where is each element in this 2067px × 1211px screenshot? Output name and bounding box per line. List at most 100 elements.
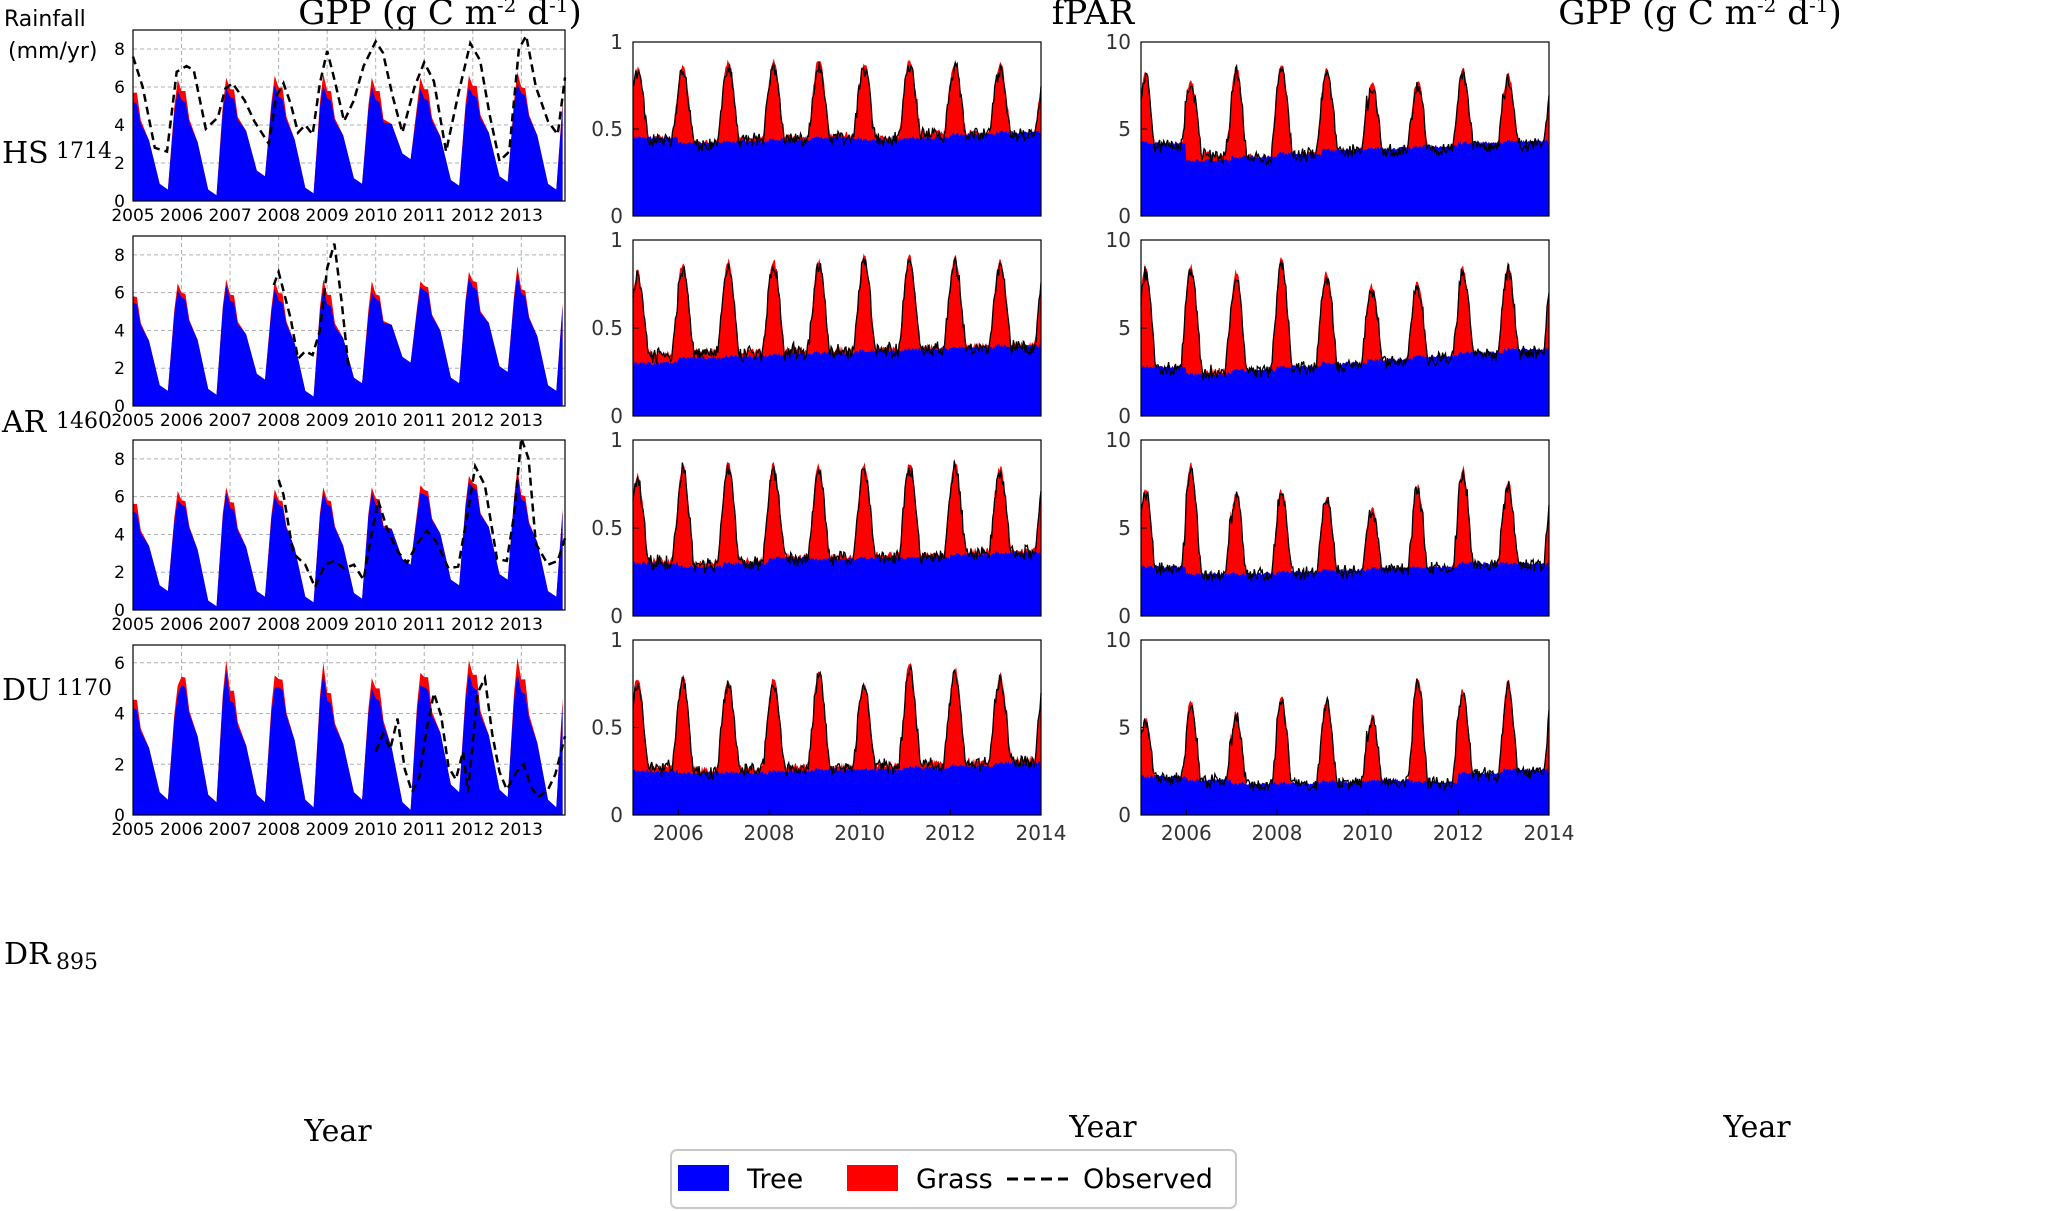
y-tick-label: 10	[1106, 628, 1131, 652]
site-rainfall-hs: 1714	[56, 139, 112, 164]
x-tick-label: 2005	[111, 615, 154, 635]
tree-area	[1141, 139, 1549, 216]
x-tick-label: 2009	[306, 206, 349, 226]
y-tick-label: 1	[610, 428, 623, 452]
x-tick-label: 2010	[354, 206, 397, 226]
x-axis-label-col1: Year	[303, 1114, 372, 1149]
x-tick-label: 2006	[653, 821, 704, 845]
title-part-c: )	[1828, 0, 1841, 33]
plot-frame	[132, 439, 566, 611]
x-tick-label: 2012	[1433, 821, 1484, 845]
y-tick-label: 2	[114, 563, 125, 583]
title-part-b: d	[516, 0, 549, 33]
x-tick-label: 2010	[1342, 821, 1393, 845]
x-tick-label: 2010	[354, 615, 397, 635]
legend-label-grass: Grass	[916, 1164, 993, 1195]
y-tick-label: 8	[114, 450, 125, 470]
tree-area	[633, 760, 1041, 815]
panel-col1-ar: 0 2 4 6 8 2005 2006 2007 2008 2009 2010 2011 2012 201…	[111, 235, 566, 431]
x-tick-label: 2008	[257, 206, 300, 226]
x-axis-label-col3: Year	[1722, 1110, 1791, 1145]
y-tick-label: 0.5	[591, 117, 623, 141]
x-tick-label: 2011	[403, 206, 446, 226]
observed-line	[632, 664, 1042, 782]
tree-area	[133, 474, 563, 610]
observed-line	[632, 460, 1042, 574]
site-label-dr: DR	[4, 937, 52, 972]
panel-col3-hs: 0 5 10	[1106, 30, 1550, 228]
x-tick-label: 2008	[744, 821, 795, 845]
y-tick-label: 1	[610, 30, 623, 54]
y-tick-label: 6	[114, 284, 125, 304]
x-tick-label: 2007	[208, 206, 251, 226]
tree-area	[1141, 767, 1549, 815]
y-tick-label: 0	[1118, 803, 1131, 827]
y-tick-label: 0	[1118, 204, 1131, 228]
tree-area	[133, 670, 563, 815]
x-tick-label: 2012	[925, 821, 976, 845]
panel-col1-dr: 0 2 4 6 2005 2006 2007 2008 2009 2010 2011 2012 2013	[111, 644, 567, 840]
y-tick-label: 0	[610, 604, 623, 628]
panel-col2-hs: 00.51	[591, 30, 1042, 228]
panel-col3-du: 0 5 10	[1106, 428, 1550, 628]
panel-col1-hs: 0 2 4 6 8 2005 2006 2007 2008 2009 2010 2011 2012 201…	[111, 29, 567, 226]
plot-frame	[132, 644, 566, 816]
x-tick-label: 2008	[1252, 821, 1303, 845]
panel-col2-dr: 0 0.5 1 2006 2008 2010 2012 2014	[591, 628, 1066, 845]
observed-line	[131, 32, 567, 164]
legend-frame	[670, 1149, 1237, 1209]
title-sup1: -2	[1757, 0, 1776, 17]
panel-col3-dr: 0 5 10 2006 2008 2010 2012 2014	[1106, 628, 1575, 845]
y-tick-label: 6	[114, 488, 125, 508]
observed-line	[1140, 466, 1550, 582]
x-tick-label: 2010	[354, 820, 397, 840]
y-tick-label: 0	[114, 397, 125, 417]
title-sup2: -1	[1809, 0, 1828, 17]
y-tick-label: 0.5	[591, 316, 623, 340]
y-tick-label: 5	[1118, 516, 1131, 540]
x-tick-label: 2007	[208, 615, 251, 635]
panel-col1-du: 0 2 4 6 8 2005 2006 2007 2008 2009 2010 2011 2012 201…	[111, 437, 567, 635]
x-tick-label: 2010	[834, 821, 885, 845]
x-tick-label: 2008	[257, 820, 300, 840]
tree-area	[633, 550, 1041, 616]
observed-line	[1140, 678, 1550, 793]
x-tick-label: 2009	[306, 820, 349, 840]
x-tick-label: 2011	[403, 411, 446, 431]
observed-line	[1140, 63, 1550, 166]
y-tick-label: 10	[1106, 228, 1131, 252]
x-tick-label: 2005	[111, 411, 154, 431]
rainfall-header-units: (mm/yr)	[8, 39, 98, 64]
title-part-a: GPP (g C m	[1558, 0, 1757, 33]
y-tick-label: 4	[114, 525, 125, 545]
site-label-du: DU	[2, 673, 51, 708]
x-tick-label: 2005	[111, 820, 154, 840]
y-tick-label: 0	[114, 192, 125, 212]
x-tick-label: 2014	[1016, 821, 1067, 845]
x-tick-label: 2006	[160, 820, 203, 840]
x-tick-label: 2005	[111, 206, 154, 226]
site-rainfall-dr: 895	[56, 950, 98, 975]
x-tick-label: 2006	[160, 615, 203, 635]
y-tick-label: 4	[114, 321, 125, 341]
y-tick-label: 8	[114, 40, 125, 60]
y-tick-label: 8	[114, 246, 125, 266]
x-tick-label: 2007	[208, 820, 251, 840]
y-tick-label: 0.5	[591, 516, 623, 540]
legend-label-tree: Tree	[746, 1164, 803, 1195]
tree-area	[133, 273, 563, 406]
observed-line	[632, 61, 1042, 153]
y-tick-label: 0	[610, 404, 623, 428]
x-tick-label: 2006	[160, 206, 203, 226]
x-tick-label: 2013	[500, 820, 543, 840]
x-tick-label: 2012	[451, 206, 494, 226]
panel-col2-du: 00.51	[591, 428, 1042, 628]
x-tick-label: 2006	[160, 411, 203, 431]
site-rainfall-du: 1170	[56, 676, 112, 701]
y-tick-label: 2	[114, 755, 125, 775]
y-tick-label: 6	[114, 654, 125, 674]
y-tick-label: 4	[114, 116, 125, 136]
y-tick-label: 1	[610, 228, 623, 252]
